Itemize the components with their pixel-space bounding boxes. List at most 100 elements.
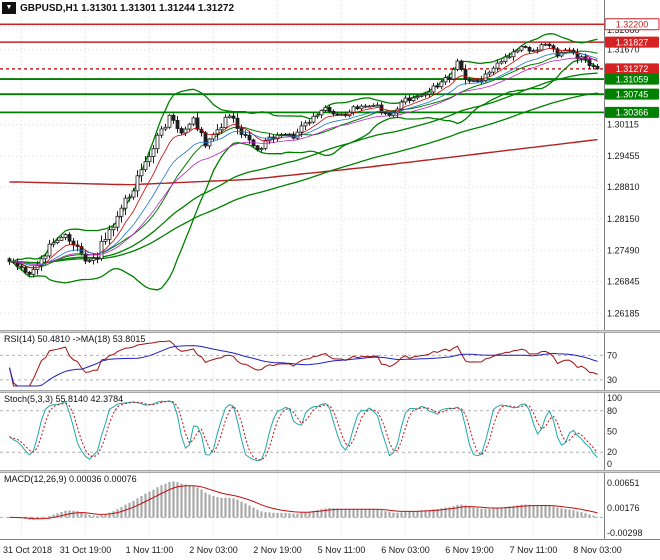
macd-bar [356, 509, 359, 518]
candle-body [315, 114, 320, 117]
macd-bar [224, 497, 227, 518]
macd-bar [364, 509, 367, 518]
macd-bar [268, 512, 271, 518]
macd-bar [444, 507, 447, 518]
price-label: 1.26185 [607, 308, 640, 318]
candle-body [491, 67, 496, 73]
candle-body [323, 107, 328, 111]
macd-bar [400, 512, 403, 518]
candle-body [335, 113, 340, 116]
macd-bar [380, 510, 383, 518]
panel-divider[interactable] [0, 470, 660, 473]
candle-body [243, 134, 248, 136]
macd-bar [316, 510, 319, 518]
macd-bar [596, 516, 599, 518]
macd-bar [88, 514, 91, 518]
candle-body [383, 112, 388, 114]
candle-body [127, 196, 132, 199]
price-badge [605, 88, 659, 100]
macd-bar [384, 511, 387, 518]
candle-body [523, 46, 528, 48]
macd-bar [544, 505, 547, 518]
macd-bar [52, 514, 55, 518]
candle-body [115, 215, 120, 228]
macd-signal-line [9, 485, 598, 520]
macd-bar [392, 512, 395, 518]
stoch-signal-line [9, 400, 598, 461]
macd-bar [548, 505, 551, 518]
bollinger-middle-line [9, 50, 598, 269]
macd-bar [556, 507, 559, 518]
candle-body [375, 104, 380, 107]
candle-body [391, 112, 396, 116]
candle-body [331, 110, 336, 115]
macd-bar [408, 511, 411, 518]
chart-list-dropdown-icon[interactable]: ▼ [2, 2, 16, 14]
panel-divider[interactable] [0, 390, 660, 393]
macd-canvas[interactable]: 0.00651 0.00176 -0.00298 [0, 473, 660, 539]
macd-bar [84, 513, 87, 518]
macd-bar [508, 506, 511, 518]
price-label: 1.31670 [607, 45, 640, 55]
candle-body [419, 94, 424, 97]
candle-body [183, 128, 188, 134]
candle-body [179, 128, 184, 134]
macd-bar [144, 493, 147, 518]
macd-bar [188, 485, 191, 518]
macd-bar [148, 491, 151, 518]
macd-bar [528, 504, 531, 518]
candle-body [23, 267, 28, 273]
time-label: 6 Nov 19:00 [445, 545, 494, 555]
candle-body [463, 69, 468, 80]
candle-body [495, 62, 500, 69]
panel-divider[interactable] [0, 330, 660, 333]
stochastic-canvas[interactable]: 100 80 50 20 0 [0, 393, 660, 470]
macd-bar [292, 513, 295, 518]
macd-bar [276, 512, 279, 518]
candle-body [319, 110, 324, 116]
price-label: 1.28810 [607, 182, 640, 192]
price-badge [605, 63, 659, 75]
candle-body [171, 114, 176, 121]
candle-body [371, 105, 376, 107]
macd-bar [564, 508, 567, 518]
macd-bar [72, 510, 75, 518]
macd-bar [140, 495, 143, 518]
price-badge [605, 106, 659, 118]
price-label: 1.29455 [607, 151, 640, 161]
macd-bar [280, 512, 283, 518]
price-chart-canvas[interactable]: 1.320801.316701.301151.294551.288101.281… [0, 0, 660, 330]
macd-bar [592, 515, 595, 518]
macd-bar [336, 508, 339, 518]
macd-panel: MACD(12,26,9) 0.00036 0.00076 0.00651 0.0… [0, 473, 660, 539]
macd-bar [92, 515, 95, 518]
macd-bar [476, 507, 479, 518]
candle-body [107, 229, 112, 240]
macd-bar [112, 511, 115, 518]
price-scale[interactable] [604, 0, 660, 539]
macd-bar [104, 514, 107, 518]
macd-bar [272, 512, 275, 518]
macd-bar [588, 514, 591, 518]
candle-body [467, 78, 472, 82]
macd-bar [164, 483, 167, 518]
rsi-canvas[interactable]: 70 30 [0, 333, 660, 390]
macd-bar [252, 507, 255, 518]
time-label: 2 Nov 03:00 [189, 545, 238, 555]
macd-bar [580, 512, 583, 518]
macd-bar [388, 512, 391, 518]
macd-bar [424, 510, 427, 518]
macd-bar [304, 512, 307, 518]
candle-body [111, 226, 116, 231]
macd-bar [160, 485, 163, 518]
macd-bar [180, 483, 183, 518]
time-scale[interactable] [0, 539, 604, 560]
time-label: 31 Oct 19:00 [60, 545, 112, 555]
macd-bar [552, 506, 555, 518]
candle-body [563, 49, 568, 53]
macd-axis-label: -0.00298 [607, 528, 643, 538]
candle-body [507, 56, 512, 59]
candle-body [299, 125, 304, 133]
candle-body [539, 44, 544, 51]
macd-bar [332, 508, 335, 518]
